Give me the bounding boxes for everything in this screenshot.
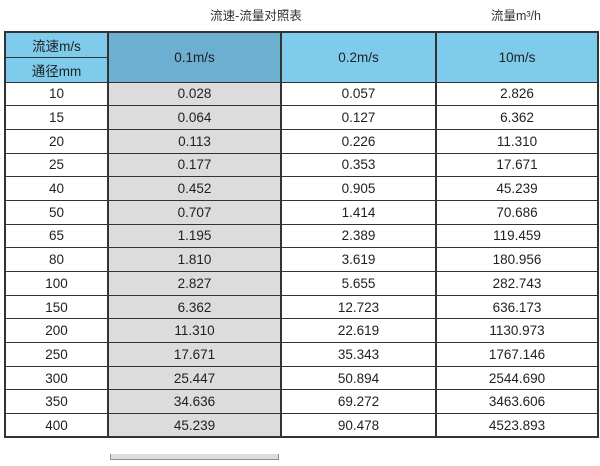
table-row: 40 0.452 0.905 45.239 [4, 176, 599, 201]
cell-flow-value: 11.310 [435, 128, 599, 154]
cell-flow-value: 17.671 [435, 152, 599, 178]
table-row: 150 6.362 12.723 636.173 [4, 294, 599, 320]
cell-diameter: 200 [4, 318, 109, 344]
table-row: 250 17.671 35.343 1767.146 [4, 342, 599, 367]
cell-flow-value: 22.619 [280, 318, 437, 344]
cell-diameter: 100 [4, 271, 109, 296]
table-row: 100 2.827 5.655 282.743 [4, 271, 599, 296]
cell-flow-value: 0.452 [107, 176, 282, 201]
cell-flow-value: 12.723 [280, 294, 437, 320]
highlight-column-extension [110, 454, 279, 460]
cell-flow-value: 636.173 [435, 294, 599, 320]
table-row: 350 34.636 69.272 3463.606 [4, 389, 599, 415]
header-col-0.1ms: 0.1m/s [107, 31, 282, 83]
cell-flow-value: 25.447 [107, 365, 282, 391]
cell-flow-value: 6.362 [435, 105, 599, 130]
cell-flow-value: 0.064 [107, 105, 282, 130]
cell-flow-value: 45.239 [435, 176, 599, 201]
cell-diameter: 40 [4, 176, 109, 201]
cell-flow-value: 1130.973 [435, 318, 599, 344]
cell-diameter: 65 [4, 223, 109, 249]
cell-flow-value: 3463.606 [435, 389, 599, 415]
cell-flow-value: 0.707 [107, 199, 282, 225]
cell-flow-value: 45.239 [107, 413, 282, 438]
flow-rate-table: 流速m/s 0.1m/s 0.2m/s 10m/s 通径mm 10 0.028 0.… [4, 31, 599, 439]
cell-flow-value: 69.272 [280, 389, 437, 415]
cell-flow-value: 2544.690 [435, 365, 599, 391]
cell-flow-value: 0.057 [280, 81, 437, 107]
header-corner-diameter: 通径mm [4, 56, 109, 83]
table-row: 300 25.447 50.894 2544.690 [4, 365, 599, 391]
cell-flow-value: 34.636 [107, 389, 282, 415]
cell-flow-value: 282.743 [435, 271, 599, 296]
table-row: 50 0.707 1.414 70.686 [4, 199, 599, 225]
cell-diameter: 400 [4, 413, 109, 438]
table-row: 20 0.113 0.226 11.310 [4, 128, 599, 154]
cell-flow-value: 119.459 [435, 223, 599, 249]
cell-flow-value: 0.226 [280, 128, 437, 154]
cell-diameter: 150 [4, 294, 109, 320]
cell-flow-value: 1.414 [280, 199, 437, 225]
cell-flow-value: 1767.146 [435, 342, 599, 367]
cell-flow-value: 0.113 [107, 128, 282, 154]
cell-flow-value: 4523.893 [435, 413, 599, 438]
cell-flow-value: 5.655 [280, 271, 437, 296]
cell-flow-value: 1.195 [107, 223, 282, 249]
header-col-10ms: 10m/s [435, 31, 599, 83]
cell-flow-value: 50.894 [280, 365, 437, 391]
cell-diameter: 350 [4, 389, 109, 415]
cell-flow-value: 17.671 [107, 342, 282, 367]
cell-flow-value: 2.389 [280, 223, 437, 249]
cell-flow-value: 0.127 [280, 105, 437, 130]
cell-diameter: 80 [4, 247, 109, 272]
cell-diameter: 15 [4, 105, 109, 130]
table-row: 65 1.195 2.389 119.459 [4, 223, 599, 249]
cell-flow-value: 2.827 [107, 271, 282, 296]
cell-diameter: 25 [4, 152, 109, 178]
table-body: 10 0.028 0.057 2.826 15 0.064 0.127 6.362 20 0.11… [4, 81, 599, 438]
table-row: 200 11.310 22.619 1130.973 [4, 318, 599, 344]
table-title: 流速-流量对照表 [210, 9, 302, 23]
cell-flow-value: 70.686 [435, 199, 599, 225]
cell-flow-value: 3.619 [280, 247, 437, 272]
cell-diameter: 250 [4, 342, 109, 367]
table-row: 80 1.810 3.619 180.956 [4, 247, 599, 272]
table-row: 400 45.239 90.478 4523.893 [4, 413, 599, 438]
cell-flow-value: 90.478 [280, 413, 437, 438]
cell-flow-value: 0.905 [280, 176, 437, 201]
cell-diameter: 20 [4, 128, 109, 154]
header-corner-velocity: 流速m/s [4, 31, 109, 58]
cell-flow-value: 1.810 [107, 247, 282, 272]
table-row: 15 0.064 0.127 6.362 [4, 105, 599, 130]
cell-flow-value: 11.310 [107, 318, 282, 344]
cell-flow-value: 6.362 [107, 294, 282, 320]
cell-flow-value: 35.343 [280, 342, 437, 367]
flow-unit-label: 流量m³/h [490, 9, 541, 23]
table-header: 流速m/s 0.1m/s 0.2m/s 10m/s 通径mm [4, 31, 599, 83]
header-col-0.2ms: 0.2m/s [280, 31, 437, 83]
cell-flow-value: 2.826 [435, 81, 599, 107]
cell-flow-value: 0.177 [107, 152, 282, 178]
cell-flow-value: 0.028 [107, 81, 282, 107]
table-row: 25 0.177 0.353 17.671 [4, 152, 599, 178]
cell-flow-value: 0.353 [280, 152, 437, 178]
table-row: 10 0.028 0.057 2.826 [4, 81, 599, 107]
cell-diameter: 300 [4, 365, 109, 391]
cell-diameter: 10 [4, 81, 109, 107]
cell-flow-value: 180.956 [435, 247, 599, 272]
cell-diameter: 50 [4, 199, 109, 225]
